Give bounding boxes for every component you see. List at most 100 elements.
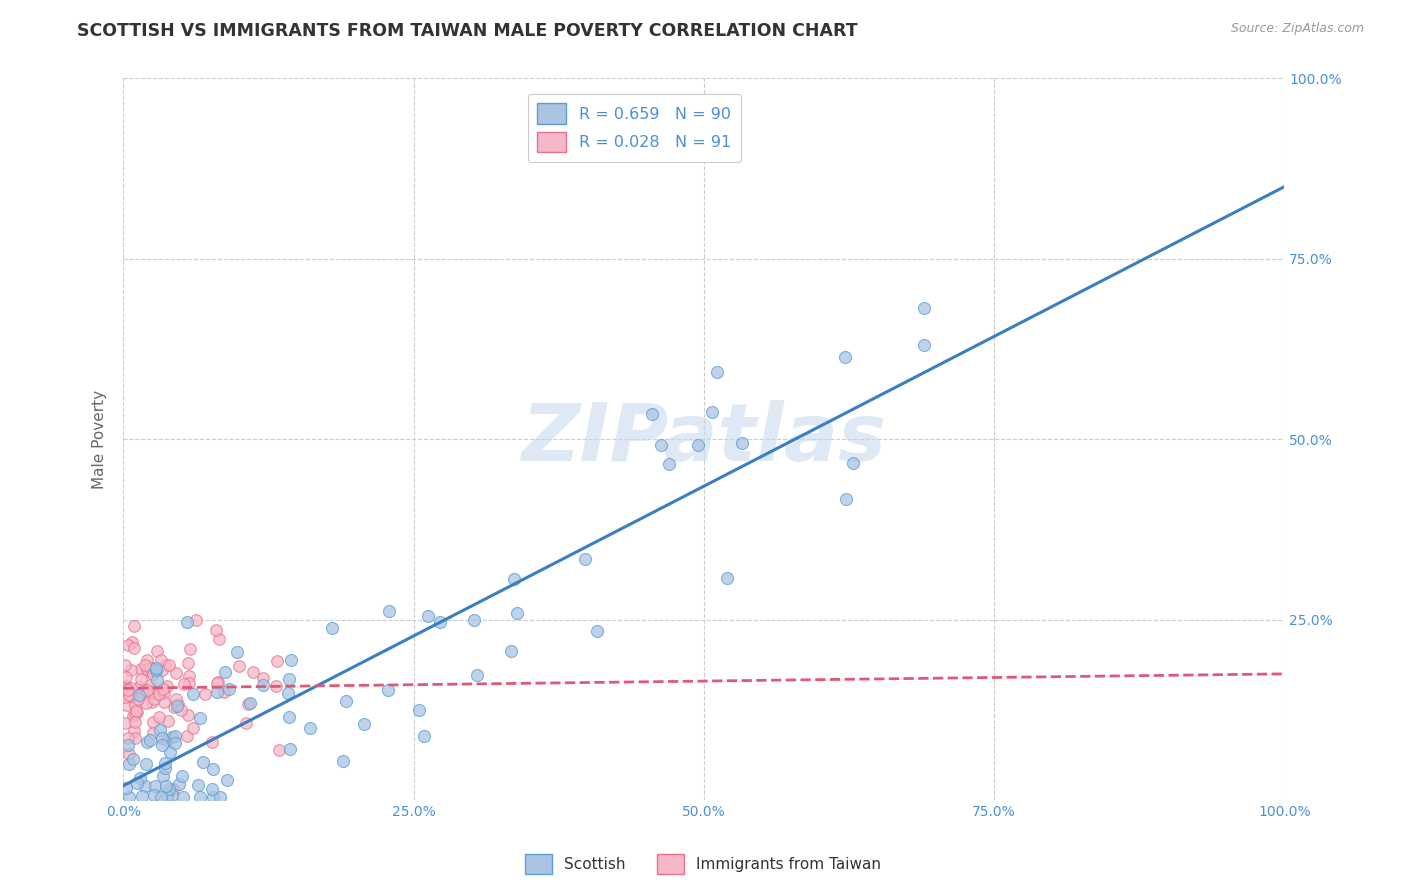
Point <box>159 746 181 760</box>
Point <box>155 762 177 776</box>
Point <box>252 671 274 685</box>
Point <box>142 685 165 699</box>
Point <box>138 678 160 692</box>
Point <box>842 456 865 470</box>
Point <box>124 698 146 713</box>
Point <box>277 709 299 723</box>
Point <box>148 688 170 702</box>
Point <box>177 676 200 690</box>
Point <box>167 777 190 791</box>
Point <box>207 685 229 699</box>
Point <box>239 696 262 710</box>
Point <box>125 704 148 718</box>
Point <box>280 742 302 756</box>
Point <box>134 682 156 697</box>
Point <box>267 742 290 756</box>
Point <box>125 706 148 720</box>
Point <box>181 721 204 735</box>
Point <box>122 619 145 633</box>
Point <box>134 658 156 673</box>
Point <box>121 634 143 648</box>
Point <box>122 752 145 766</box>
Point <box>117 638 139 652</box>
Point <box>166 697 188 711</box>
Point <box>149 789 172 804</box>
Point <box>166 699 188 714</box>
Point <box>499 644 522 658</box>
Point <box>152 681 174 696</box>
Point <box>506 606 529 620</box>
Point <box>208 789 231 804</box>
Point <box>353 716 375 731</box>
Point <box>176 615 198 630</box>
Point <box>212 685 235 699</box>
Point <box>658 457 681 471</box>
Point <box>142 725 165 739</box>
Point <box>156 679 179 693</box>
Point <box>186 613 208 627</box>
Point <box>120 663 142 677</box>
Point <box>335 693 357 707</box>
Point <box>179 642 201 657</box>
Point <box>145 663 167 677</box>
Point <box>117 731 139 745</box>
Point <box>706 365 728 379</box>
Point <box>135 696 157 710</box>
Point <box>153 695 176 709</box>
Point <box>142 691 165 706</box>
Point <box>650 438 672 452</box>
Point <box>148 710 170 724</box>
Point <box>912 338 935 352</box>
Point <box>266 654 288 668</box>
Point <box>114 715 136 730</box>
Point <box>688 438 710 452</box>
Point <box>183 687 205 701</box>
Y-axis label: Male Poverty: Male Poverty <box>93 390 107 489</box>
Point <box>418 609 440 624</box>
Point <box>136 662 159 676</box>
Point <box>114 690 136 705</box>
Point <box>157 658 180 673</box>
Point <box>277 686 299 700</box>
Point <box>150 738 173 752</box>
Point <box>700 405 723 419</box>
Point <box>149 723 172 737</box>
Point <box>136 735 159 749</box>
Text: SCOTTISH VS IMMIGRANTS FROM TAIWAN MALE POVERTY CORRELATION CHART: SCOTTISH VS IMMIGRANTS FROM TAIWAN MALE … <box>77 22 858 40</box>
Point <box>238 697 260 711</box>
Point <box>138 732 160 747</box>
Point <box>188 789 211 804</box>
Point <box>465 668 488 682</box>
Point <box>115 670 138 684</box>
Point <box>172 789 194 804</box>
Point <box>214 665 236 680</box>
Point <box>163 736 186 750</box>
Point <box>127 776 149 790</box>
Point <box>152 769 174 783</box>
Point <box>156 714 179 728</box>
Point <box>170 703 193 717</box>
Point <box>163 699 186 714</box>
Point <box>135 756 157 771</box>
Point <box>117 683 139 698</box>
Point <box>136 653 159 667</box>
Point <box>228 659 250 673</box>
Point <box>225 645 247 659</box>
Point <box>122 641 145 656</box>
Point <box>193 687 215 701</box>
Point <box>173 677 195 691</box>
Point <box>170 769 193 783</box>
Point <box>160 788 183 802</box>
Point <box>124 714 146 729</box>
Point <box>378 604 401 618</box>
Point <box>122 724 145 739</box>
Text: ZIPatlas: ZIPatlas <box>522 401 886 478</box>
Point <box>128 688 150 702</box>
Point <box>129 771 152 785</box>
Point <box>252 678 274 692</box>
Point <box>408 703 430 717</box>
Point <box>157 781 180 796</box>
Point <box>155 779 177 793</box>
Point <box>153 686 176 700</box>
Point <box>141 696 163 710</box>
